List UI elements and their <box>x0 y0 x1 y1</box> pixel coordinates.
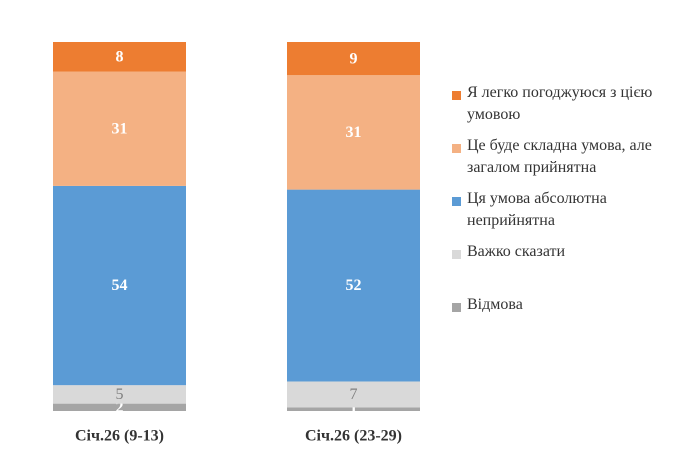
value-label: 1 <box>350 401 358 418</box>
value-label: 5 <box>116 386 124 403</box>
legend-swatch <box>452 144 461 153</box>
value-label: 54 <box>112 277 128 294</box>
legend-swatch <box>452 303 461 312</box>
value-label: 31 <box>346 124 362 141</box>
legend-item: Я легко погоджуюся з цією умовою <box>452 84 692 126</box>
value-label: 9 <box>350 50 358 67</box>
bar-segment <box>53 42 186 72</box>
x-tick-label: Січ.26 (9-13) <box>75 428 164 445</box>
legend-swatch <box>452 250 461 259</box>
legend-label: Важко сказати <box>467 243 566 260</box>
bar-segment <box>53 403 186 411</box>
value-label: 31 <box>112 120 128 137</box>
bar-segment <box>287 381 420 408</box>
bar-segment <box>287 407 420 411</box>
legend-item: Ця умова абсолютна неприйнятна <box>452 190 692 232</box>
bar-segment <box>287 42 420 76</box>
bar-segment <box>53 385 186 404</box>
bar-segment <box>287 189 420 382</box>
legend-label: Це буде складна умова, але загалом прийн… <box>467 137 652 176</box>
legend-swatch <box>452 197 461 206</box>
legend-swatch <box>452 91 461 100</box>
legend-item: Відмова <box>452 296 692 316</box>
bar-segment <box>53 71 186 186</box>
legend-item: Важко сказати <box>452 243 692 263</box>
legend-label: Я легко погоджуюся з цією умовою <box>467 84 653 123</box>
x-tick-label: Січ.26 (23-29) <box>305 428 402 445</box>
bar-segment <box>53 185 186 386</box>
legend-label: Відмова <box>467 296 523 313</box>
value-label: 2 <box>116 399 124 416</box>
value-label: 7 <box>350 386 358 403</box>
value-label: 8 <box>116 48 124 65</box>
legend-label: Ця умова абсолютна неприйнятна <box>467 190 607 229</box>
bar-segment <box>287 75 420 190</box>
legend-item: Це буде складна умова, але загалом прийн… <box>452 137 692 179</box>
value-label: 52 <box>346 277 362 294</box>
